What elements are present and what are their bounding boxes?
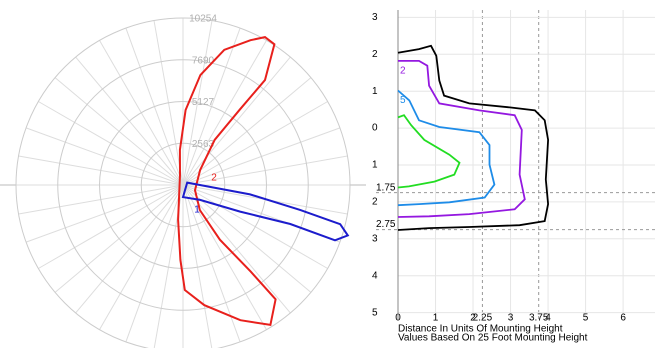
- isoline: [397, 44, 550, 231]
- ring-label: 2563: [192, 139, 215, 150]
- grid-ring: [140, 142, 226, 228]
- y-tick-label: 3: [372, 233, 378, 244]
- y-tick-label: 4: [372, 270, 378, 281]
- x-tick-label: 4: [545, 313, 551, 324]
- isoline: [397, 60, 526, 218]
- ring-label: 5127: [192, 97, 215, 108]
- x-tick-label: 2: [470, 313, 476, 324]
- x-axis-title: Distance In Units Of Mounting Height: [398, 324, 563, 335]
- x-tick-label: 3.75: [529, 313, 549, 324]
- footnote: Values Based On 25 Foot Mounting Height: [398, 333, 588, 344]
- y-tick-label: 2: [372, 197, 378, 208]
- x-tick-label: 6: [620, 313, 626, 324]
- x-tick-label: 1: [433, 313, 439, 324]
- ring-label: 7690: [192, 55, 215, 66]
- ring-label: 10254: [189, 14, 217, 25]
- y-tick-label: 1.75: [376, 182, 396, 193]
- grid-ring: [57, 59, 309, 311]
- candela-curve: [181, 181, 350, 242]
- curve-label: 2: [211, 173, 217, 184]
- grid-ring: [15, 17, 351, 348]
- isoline-label: 2: [400, 66, 406, 77]
- isoline-label: 5: [400, 95, 406, 106]
- y-tick-label: 5: [372, 307, 378, 318]
- isoline: [397, 89, 496, 207]
- candela-curve: [177, 36, 277, 327]
- y-tick-label: 0: [372, 123, 378, 134]
- curve-label: 1: [194, 205, 200, 216]
- y-tick-label: 2: [372, 49, 378, 60]
- x-tick-label: 5: [583, 313, 589, 324]
- y-tick-label: 2.75: [376, 219, 396, 230]
- y-tick-label: 1: [372, 86, 378, 97]
- isoline: [397, 114, 461, 189]
- x-tick-label: 2.25: [473, 313, 493, 324]
- y-tick-label: 1: [372, 160, 378, 171]
- grid-ring: [99, 101, 267, 269]
- y-tick-label: 3: [372, 12, 378, 23]
- x-tick-label: 3: [508, 313, 514, 324]
